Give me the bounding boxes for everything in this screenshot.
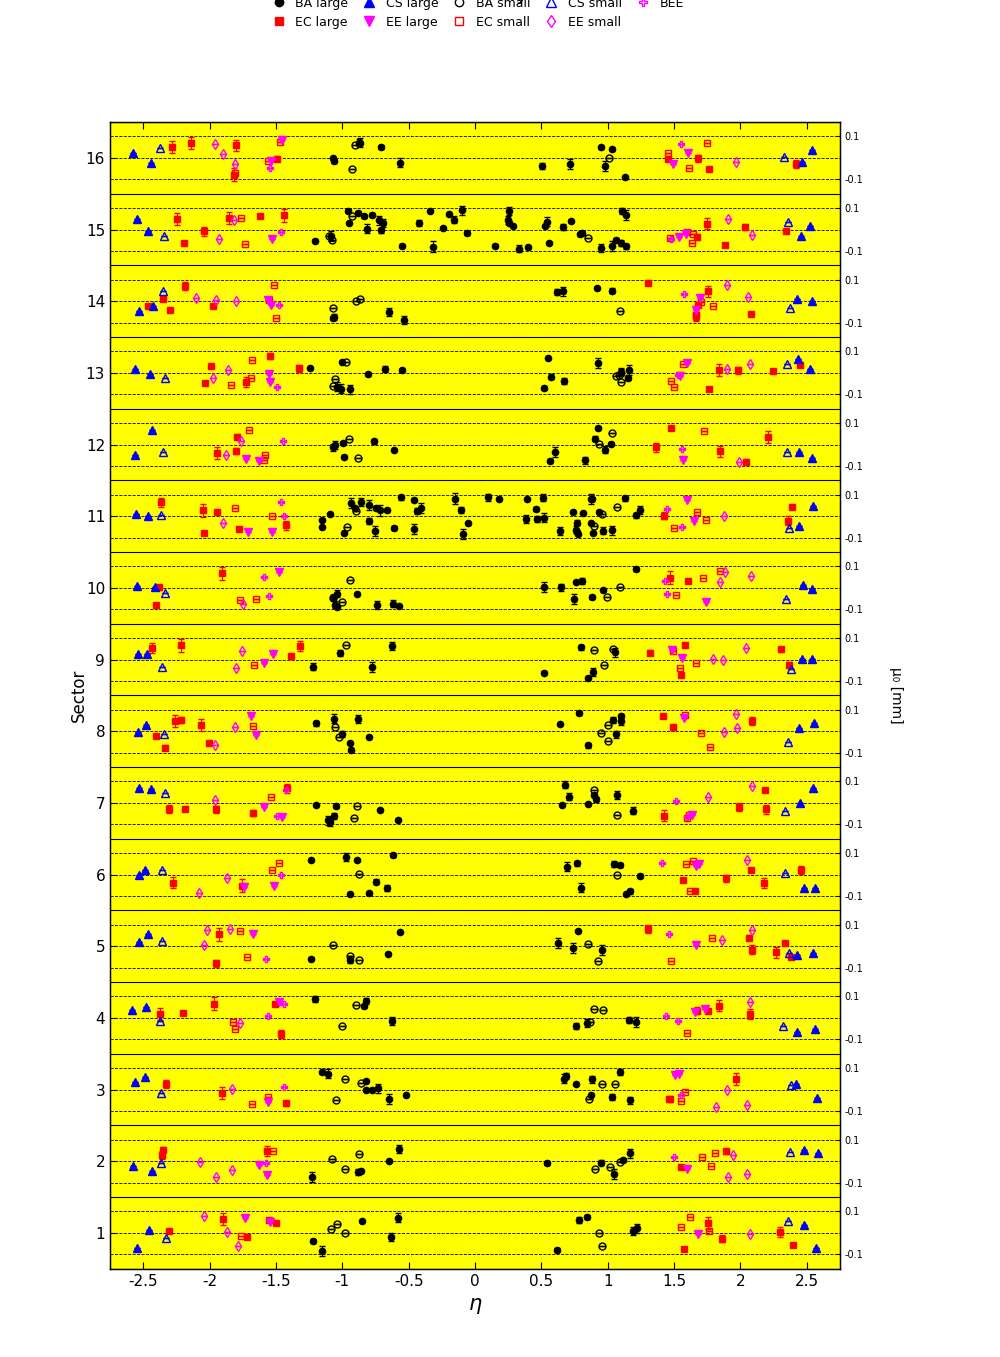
Bar bbox=[110, 266, 840, 337]
Bar bbox=[110, 408, 840, 480]
Bar bbox=[110, 982, 840, 1054]
Bar bbox=[110, 624, 840, 695]
Bar bbox=[110, 122, 840, 194]
Legend: BA large, EC large, CS large, EE large, BA small, EC small, CS small, EE small, : BA large, EC large, CS large, EE large, … bbox=[266, 0, 684, 28]
Bar bbox=[110, 1197, 840, 1269]
Bar bbox=[110, 194, 840, 266]
Text: Preliminary: Preliminary bbox=[404, 0, 528, 4]
Y-axis label: μ₀ [mm]: μ₀ [mm] bbox=[889, 668, 903, 723]
Bar bbox=[110, 767, 840, 839]
Bar bbox=[110, 839, 840, 911]
Bar bbox=[110, 1054, 840, 1125]
Bar bbox=[110, 696, 840, 767]
Bar bbox=[110, 552, 840, 624]
X-axis label: η: η bbox=[468, 1295, 482, 1314]
Bar bbox=[110, 480, 840, 552]
Text: ATLAS: ATLAS bbox=[293, 0, 365, 4]
Y-axis label: Sector: Sector bbox=[70, 669, 88, 722]
Bar bbox=[110, 911, 840, 982]
Bar bbox=[110, 1125, 840, 1197]
Bar bbox=[110, 337, 840, 408]
